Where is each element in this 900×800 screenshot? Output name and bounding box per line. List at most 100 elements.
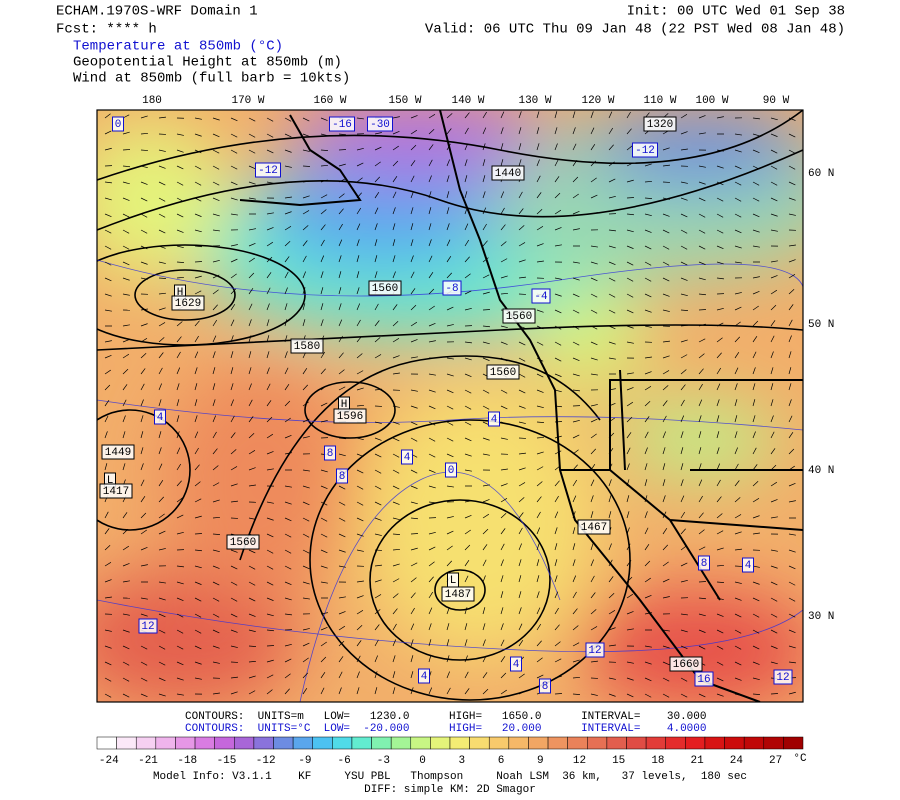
wind-barb (374, 485, 382, 490)
wind-barb (716, 181, 724, 186)
wind-barb (518, 575, 522, 583)
wind-barb (446, 113, 453, 119)
wind-barb (212, 274, 220, 279)
wind-barb (518, 341, 526, 346)
map-label: 1560 (506, 311, 532, 323)
wind-barb (248, 517, 256, 520)
wind-barb (410, 655, 414, 663)
wind-barb (374, 176, 381, 183)
wind-barb (572, 357, 580, 362)
wind-barb (320, 672, 326, 679)
wind-barb (428, 546, 436, 551)
wind-barb (302, 565, 310, 570)
wind-barb (608, 357, 616, 360)
wind-barb (284, 549, 292, 554)
wind-barb (518, 607, 522, 615)
wind-barb (680, 545, 687, 551)
wind-barb (572, 210, 580, 215)
wind-barb (536, 373, 544, 378)
wind-barb (644, 511, 648, 519)
wind-barb (590, 433, 597, 439)
wind-barb (194, 197, 202, 202)
wind-barb (554, 495, 559, 503)
wind-barb (482, 484, 490, 487)
wind-barb (698, 581, 707, 583)
wind-barb (212, 482, 220, 487)
wind-barb (176, 276, 185, 279)
wind-barb (140, 261, 148, 265)
wind-barb (680, 463, 684, 471)
wind-barb (266, 256, 273, 263)
wind-barb (536, 243, 544, 247)
wind-barb (608, 309, 616, 314)
wind-barb (266, 517, 274, 521)
wind-barb (680, 148, 688, 151)
wind-barb (122, 277, 130, 281)
wind-barb (266, 613, 274, 617)
wind-barb (572, 277, 580, 281)
wind-barb (698, 293, 706, 296)
wind-barb (626, 325, 634, 329)
wind-barb (554, 421, 563, 423)
wind-barb (680, 528, 686, 535)
wind-barb (482, 607, 486, 615)
wind-barb (320, 149, 329, 151)
wind-barb (752, 117, 760, 120)
wind-barb (320, 385, 327, 391)
wind-barb (104, 181, 112, 184)
wind-barb (554, 309, 562, 314)
wind-barb (590, 212, 598, 215)
wind-barb (590, 543, 594, 551)
wind-barb (680, 479, 684, 487)
wind-barb (320, 209, 327, 215)
wind-barb (626, 432, 632, 439)
wind-barb (734, 447, 738, 455)
wind-barb (194, 498, 202, 503)
wind-barb (500, 224, 506, 231)
wind-barb (320, 656, 327, 663)
map-label: 4 (491, 414, 498, 426)
wind-barb (770, 133, 778, 137)
wind-barb (716, 693, 724, 697)
wind-barb (158, 463, 163, 471)
wind-barb (500, 623, 504, 631)
wind-barb (554, 209, 562, 215)
header-valid: Valid: 06 UTC Thu 09 Jan 48 (22 PST Wed … (425, 22, 845, 38)
wind-barb (788, 274, 796, 279)
wind-barb (122, 229, 130, 234)
wind-barb (356, 117, 364, 120)
wind-barb (788, 415, 793, 423)
colorbar-swatch (488, 736, 510, 750)
wind-barb (392, 271, 396, 279)
wind-barb (536, 591, 540, 599)
map-label: 12 (588, 645, 601, 657)
colorbar-swatch (410, 736, 431, 750)
wind-barb (428, 114, 436, 119)
wind-barb (644, 293, 652, 298)
wind-barb (158, 197, 166, 202)
wind-barb (212, 597, 220, 602)
wind-barb (194, 464, 200, 471)
wind-barb (302, 384, 309, 391)
wind-barb (230, 197, 238, 201)
colorbar-label: -18 (177, 755, 197, 767)
map-label-box (694, 671, 714, 687)
wind-barb (104, 661, 112, 666)
map-label: 1660 (673, 659, 699, 671)
wind-barb (572, 193, 579, 199)
wind-barb (608, 448, 614, 455)
wind-barb (572, 625, 579, 631)
wind-barb (536, 543, 540, 551)
map-label: 8 (701, 558, 708, 570)
wind-barb (320, 549, 328, 554)
wind-barb (158, 661, 166, 666)
wind-barb (662, 661, 670, 666)
wind-barb (662, 677, 670, 682)
wind-barb (464, 560, 470, 567)
wind-barb (698, 431, 702, 439)
wind-barb (500, 275, 508, 279)
wind-barb (194, 415, 198, 423)
wind-barb (158, 116, 166, 119)
wind-barb (302, 133, 310, 137)
wind-barb (230, 415, 235, 423)
